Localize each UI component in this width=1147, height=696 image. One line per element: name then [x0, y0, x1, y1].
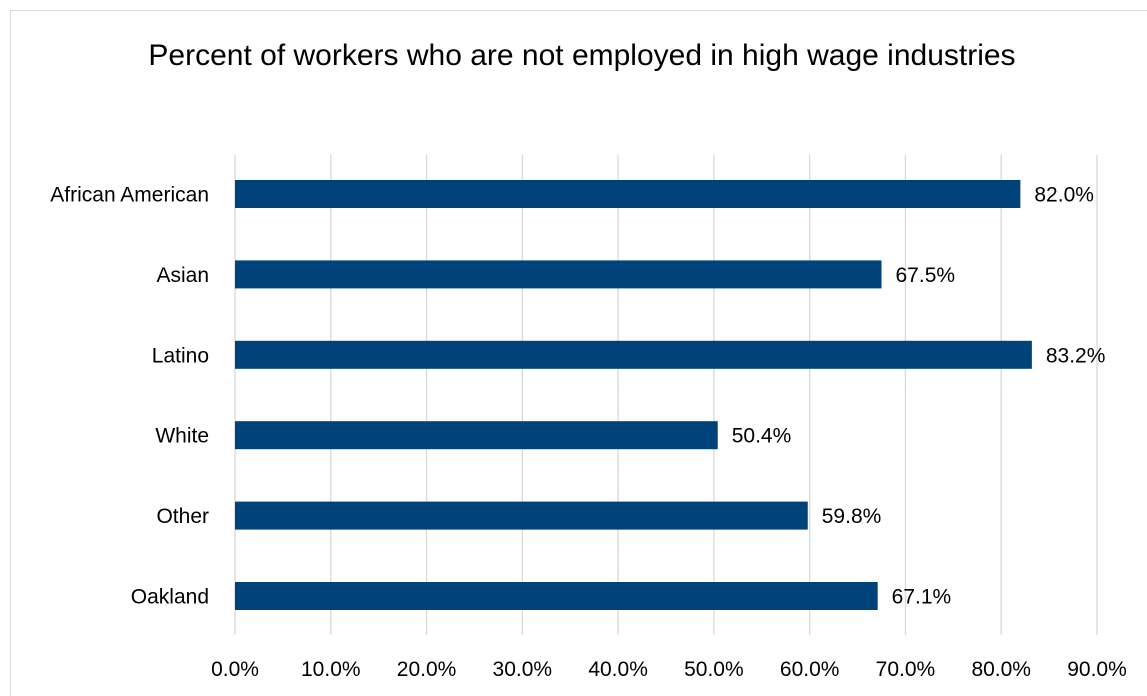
category-label: Other — [156, 505, 209, 528]
category-label: White — [155, 425, 209, 448]
x-tick-label: 40.0% — [588, 658, 648, 681]
x-tick-label: 50.0% — [684, 658, 744, 681]
bar — [235, 260, 882, 289]
data-labels: 82.0% 67.5% 83.2% 50.4% 59.8% 67.1% — [732, 184, 1106, 609]
x-tick-label: 0.0% — [211, 658, 259, 681]
x-tick-label: 10.0% — [301, 658, 361, 681]
data-label: 67.1% — [892, 586, 952, 609]
x-tick-label: 70.0% — [876, 658, 936, 681]
x-tick-labels: 0.0% 10.0% 20.0% 30.0% 40.0% 50.0% 60.0% 70.0% 8… — [211, 658, 1127, 681]
bar — [235, 421, 718, 450]
bar — [235, 340, 1032, 369]
data-label: 67.5% — [896, 264, 956, 287]
category-label: Latino — [152, 344, 209, 367]
category-label: Oakland — [131, 586, 209, 609]
x-tick-label: 80.0% — [971, 658, 1031, 681]
bar — [235, 582, 878, 610]
chart-frame — [10, 10, 1147, 696]
category-label: Asian — [156, 264, 209, 287]
x-tick-label: 20.0% — [397, 658, 457, 681]
bars — [235, 180, 1032, 610]
category-label: African American — [50, 184, 209, 207]
chart-title: Percent of workers who are not employed … — [148, 39, 1016, 72]
bar — [235, 180, 1021, 208]
x-tick-label: 60.0% — [780, 658, 840, 681]
data-label: 50.4% — [732, 425, 792, 448]
bar — [235, 501, 808, 530]
data-label: 59.8% — [822, 505, 882, 528]
x-tick-label: 90.0% — [1067, 658, 1127, 681]
category-labels: African American Asian Latino White Other Oak… — [50, 184, 209, 609]
data-label: 82.0% — [1034, 184, 1094, 207]
x-tick-label: 30.0% — [493, 658, 553, 681]
gridlines — [234, 155, 1098, 635]
data-label: 83.2% — [1046, 344, 1106, 367]
